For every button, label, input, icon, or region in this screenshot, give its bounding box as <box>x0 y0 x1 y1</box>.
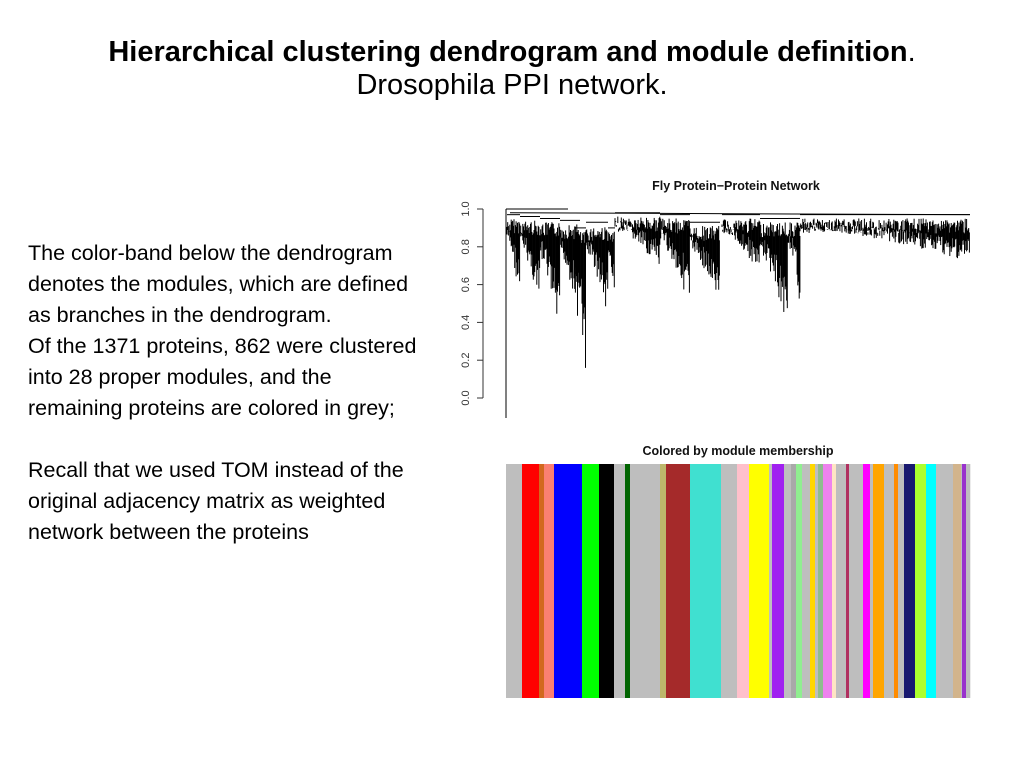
y-tick-label: 1.0 <box>460 201 472 216</box>
paragraph-protein-counts: Of the 1371 proteins, 862 were clustered… <box>28 334 417 420</box>
module-segment <box>810 464 816 698</box>
module-segment <box>772 464 785 698</box>
module-segment <box>539 464 545 698</box>
module-segment <box>690 464 722 698</box>
y-tick-label: 0.2 <box>460 353 472 368</box>
module-segment <box>802 464 811 698</box>
module-segment <box>614 464 626 698</box>
module-segment <box>832 464 837 698</box>
slide-title: Hierarchical clustering dendrogram and m… <box>0 36 1024 102</box>
module-segment <box>836 464 847 698</box>
paragraph-tom-note: Recall that we used TOM instead of the o… <box>28 458 404 544</box>
module-segment <box>721 464 738 698</box>
module-segment <box>884 464 895 698</box>
module-segment <box>873 464 885 698</box>
module-segment <box>863 464 871 698</box>
module-segment <box>522 464 540 698</box>
module-segment <box>544 464 555 698</box>
module-segment <box>769 464 773 698</box>
module-segment <box>625 464 631 698</box>
module-segment <box>961 464 963 698</box>
title-bold: Hierarchical clustering dendrogram and m… <box>108 36 908 68</box>
module-segment <box>870 464 874 698</box>
paragraph-color-band: The color-band below the dendrogram deno… <box>28 241 409 327</box>
y-tick-label: 0.8 <box>460 239 472 254</box>
module-segment <box>630 464 661 698</box>
y-tick-label: 0.4 <box>460 315 472 330</box>
module-segment <box>660 464 667 698</box>
module-segment <box>666 464 691 698</box>
module-color-band <box>506 464 971 698</box>
module-segment <box>894 464 899 698</box>
y-axis: 0.0 0.2 0.4 0.6 0.8 1.0 <box>460 201 484 406</box>
module-segment <box>554 464 583 698</box>
module-segment <box>936 464 954 698</box>
module-segment <box>784 464 792 698</box>
title-period: . <box>907 36 916 68</box>
module-segment <box>898 464 905 698</box>
module-segment <box>823 464 833 698</box>
dendrogram-title: Fly Protein−Protein Network <box>652 179 820 193</box>
module-segment <box>599 464 615 698</box>
module-segment <box>966 464 971 698</box>
module-segment <box>815 464 819 698</box>
y-tick-label: 0.0 <box>460 390 472 405</box>
module-segment <box>506 464 523 698</box>
module-segment <box>796 464 803 698</box>
color-band-title: Colored by module membership <box>642 444 833 458</box>
dendrogram <box>505 208 971 418</box>
module-segment <box>749 464 770 698</box>
module-segment <box>915 464 927 698</box>
module-segment <box>926 464 937 698</box>
module-segment <box>849 464 864 698</box>
module-segment <box>953 464 962 698</box>
module-segment <box>818 464 824 698</box>
dendrogram-leaves <box>506 216 970 368</box>
module-segment <box>582 464 600 698</box>
module-segment <box>846 464 850 698</box>
y-tick-label: 0.6 <box>460 277 472 292</box>
slide-body: The color-band below the dendrogram deno… <box>28 238 428 548</box>
module-segment <box>962 464 967 698</box>
module-segment <box>791 464 797 698</box>
slide-subtitle: Drosophila PPI network. <box>356 69 668 101</box>
module-segment <box>904 464 916 698</box>
module-segment <box>737 464 750 698</box>
